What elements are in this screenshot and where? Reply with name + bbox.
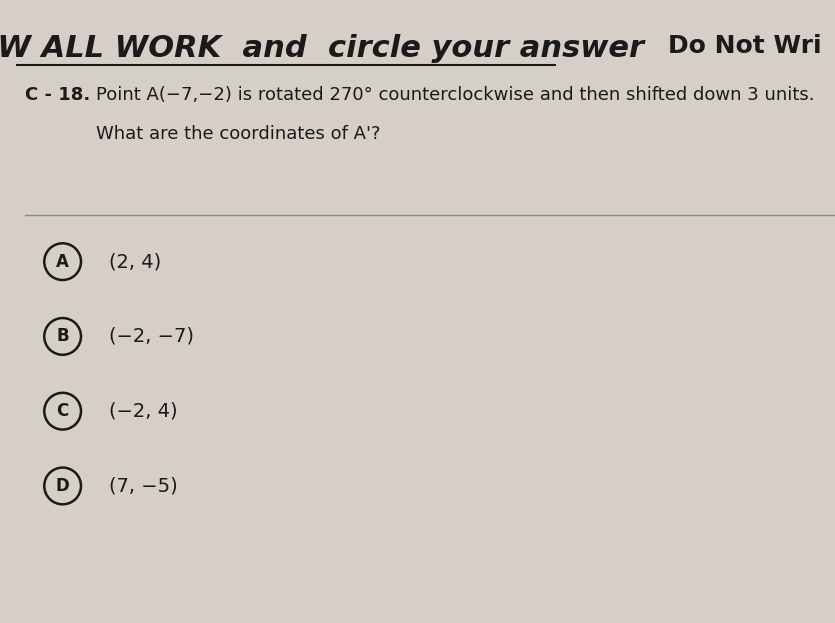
Text: D: D xyxy=(56,477,69,495)
Text: (−2, −7): (−2, −7) xyxy=(109,327,194,346)
Text: C - 18.: C - 18. xyxy=(25,86,90,104)
Text: Do Not Wri: Do Not Wri xyxy=(668,34,822,59)
Text: C: C xyxy=(57,402,68,420)
Text: B: B xyxy=(56,328,69,345)
Text: What are the coordinates of A'?: What are the coordinates of A'? xyxy=(96,125,381,143)
Text: A: A xyxy=(56,253,69,270)
Text: SHOW ALL WORK  and  circle your answer: SHOW ALL WORK and circle your answer xyxy=(0,34,644,64)
Text: (−2, 4): (−2, 4) xyxy=(109,402,177,421)
Text: (7, −5): (7, −5) xyxy=(109,477,177,495)
Text: (2, 4): (2, 4) xyxy=(109,252,161,271)
Text: Point A(−7,−2) is rotated 270° counterclockwise and then shifted down 3 units.: Point A(−7,−2) is rotated 270° countercl… xyxy=(96,86,814,104)
